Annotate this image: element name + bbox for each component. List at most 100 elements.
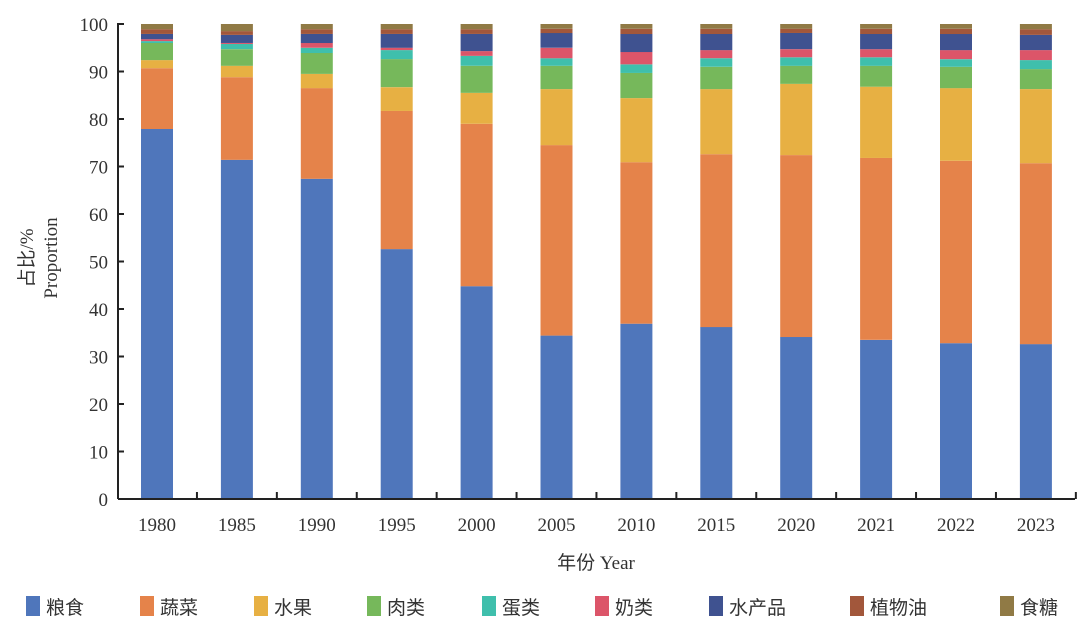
y-tick-label: 20	[89, 395, 108, 416]
bar-segment	[940, 88, 972, 161]
y-tick-label: 100	[80, 15, 109, 36]
legend-label: 植物油	[870, 596, 928, 619]
bar-segment	[940, 160, 972, 344]
bar-segment	[141, 68, 173, 129]
bar-segment	[780, 24, 813, 29]
x-tick-label: 1995	[378, 515, 416, 536]
bar-segment	[220, 49, 253, 66]
bar-segment	[141, 24, 173, 30]
bar-segment	[300, 24, 333, 30]
bar-segment	[1019, 60, 1052, 70]
legend-item: 植物油	[850, 588, 927, 624]
bar-segment	[300, 47, 333, 54]
bar-segment	[940, 24, 972, 29]
bar-segment	[1019, 89, 1052, 164]
bar-segment	[860, 28, 893, 35]
bar-segment	[620, 52, 653, 65]
legend-swatch	[254, 596, 268, 616]
bar-segment	[380, 34, 413, 48]
bar-segment	[220, 43, 253, 50]
legend-item: 粮食	[26, 588, 84, 624]
bar-segment	[220, 65, 253, 78]
y-tick-label: 70	[89, 158, 108, 179]
x-tick-label: 2020	[777, 515, 815, 536]
bar-segment	[860, 65, 893, 87]
bar-segment	[220, 31, 253, 35]
y-tick-label: 40	[89, 300, 108, 321]
bar-stack-2022	[940, 24, 972, 499]
legend-swatch	[26, 596, 40, 616]
bar-segment	[620, 98, 653, 163]
bar-segment	[780, 83, 813, 156]
legend-label: 肉类	[387, 596, 426, 619]
bar-segment	[300, 43, 333, 48]
y-axis-title: 占比/% Proportion	[16, 217, 62, 299]
bar-stack-1995	[380, 24, 413, 499]
legend-item: 水果	[254, 588, 312, 624]
bar-segment	[380, 59, 413, 88]
legend-swatch	[140, 596, 154, 616]
bar-segment	[460, 123, 493, 287]
bar-stack-2020	[780, 24, 813, 499]
bar-segment	[700, 89, 733, 155]
bar-segment	[540, 65, 573, 90]
y-tick-label: 30	[89, 348, 108, 369]
bar-stack-2005	[540, 24, 573, 499]
bar-segment	[540, 145, 573, 336]
bar-segment	[860, 339, 893, 500]
bar-segment	[380, 87, 413, 111]
bar-segment	[620, 24, 653, 29]
bar-segment	[1019, 50, 1052, 61]
x-tick-label: 1985	[218, 515, 256, 536]
x-tick-label: 2000	[458, 515, 496, 536]
legend-swatch	[367, 596, 381, 616]
bar-segment	[141, 60, 173, 69]
bar-segment	[141, 39, 173, 42]
bar-segment	[300, 53, 333, 74]
bar-segment	[940, 59, 972, 67]
bar-segment	[620, 162, 653, 324]
bar-segment	[700, 24, 733, 29]
bar-segment	[620, 323, 653, 499]
bar-segment	[940, 28, 972, 35]
legend-item: 蔬菜	[140, 588, 198, 624]
bar-segment	[460, 286, 493, 499]
bar-segment	[860, 49, 893, 58]
bar-segment	[540, 24, 573, 29]
bar-segment	[700, 28, 733, 35]
bar-segment	[460, 55, 493, 66]
y-tick-label: 0	[99, 490, 109, 511]
legend-label: 水产品	[729, 596, 787, 619]
bar-segment	[860, 157, 893, 340]
legend-swatch	[850, 596, 864, 616]
bar-stack-2023	[1019, 24, 1052, 499]
legend-label: 奶类	[615, 596, 654, 619]
bar-segment	[700, 50, 733, 59]
legend-label: 食糖	[1020, 596, 1059, 619]
bar-segment	[141, 41, 173, 43]
bar-segment	[780, 57, 813, 66]
bar-segment	[460, 29, 493, 34]
bar-stack-1990	[300, 24, 333, 499]
bar-segment	[380, 24, 413, 30]
bar-segment	[700, 327, 733, 499]
bar-segment	[380, 29, 413, 34]
bar-segment	[300, 178, 333, 499]
bar-segment	[1019, 24, 1052, 30]
legend-item: 水产品	[709, 588, 786, 624]
bar-segment	[940, 343, 972, 499]
bar-stack-1985	[220, 24, 253, 499]
legend-item: 肉类	[367, 588, 425, 624]
bar-segment	[1019, 69, 1052, 90]
x-tick-label: 2010	[617, 515, 655, 536]
bar-segment	[860, 86, 893, 158]
bar-segment	[380, 110, 413, 250]
bar-segment	[1019, 344, 1052, 499]
x-tick-label: 1990	[298, 515, 336, 536]
bar-segment	[300, 73, 333, 89]
x-axis-title: 年份 Year	[557, 552, 635, 574]
bar-segment	[460, 51, 493, 56]
bar-segment	[780, 65, 813, 84]
bar-segment	[220, 43, 253, 44]
